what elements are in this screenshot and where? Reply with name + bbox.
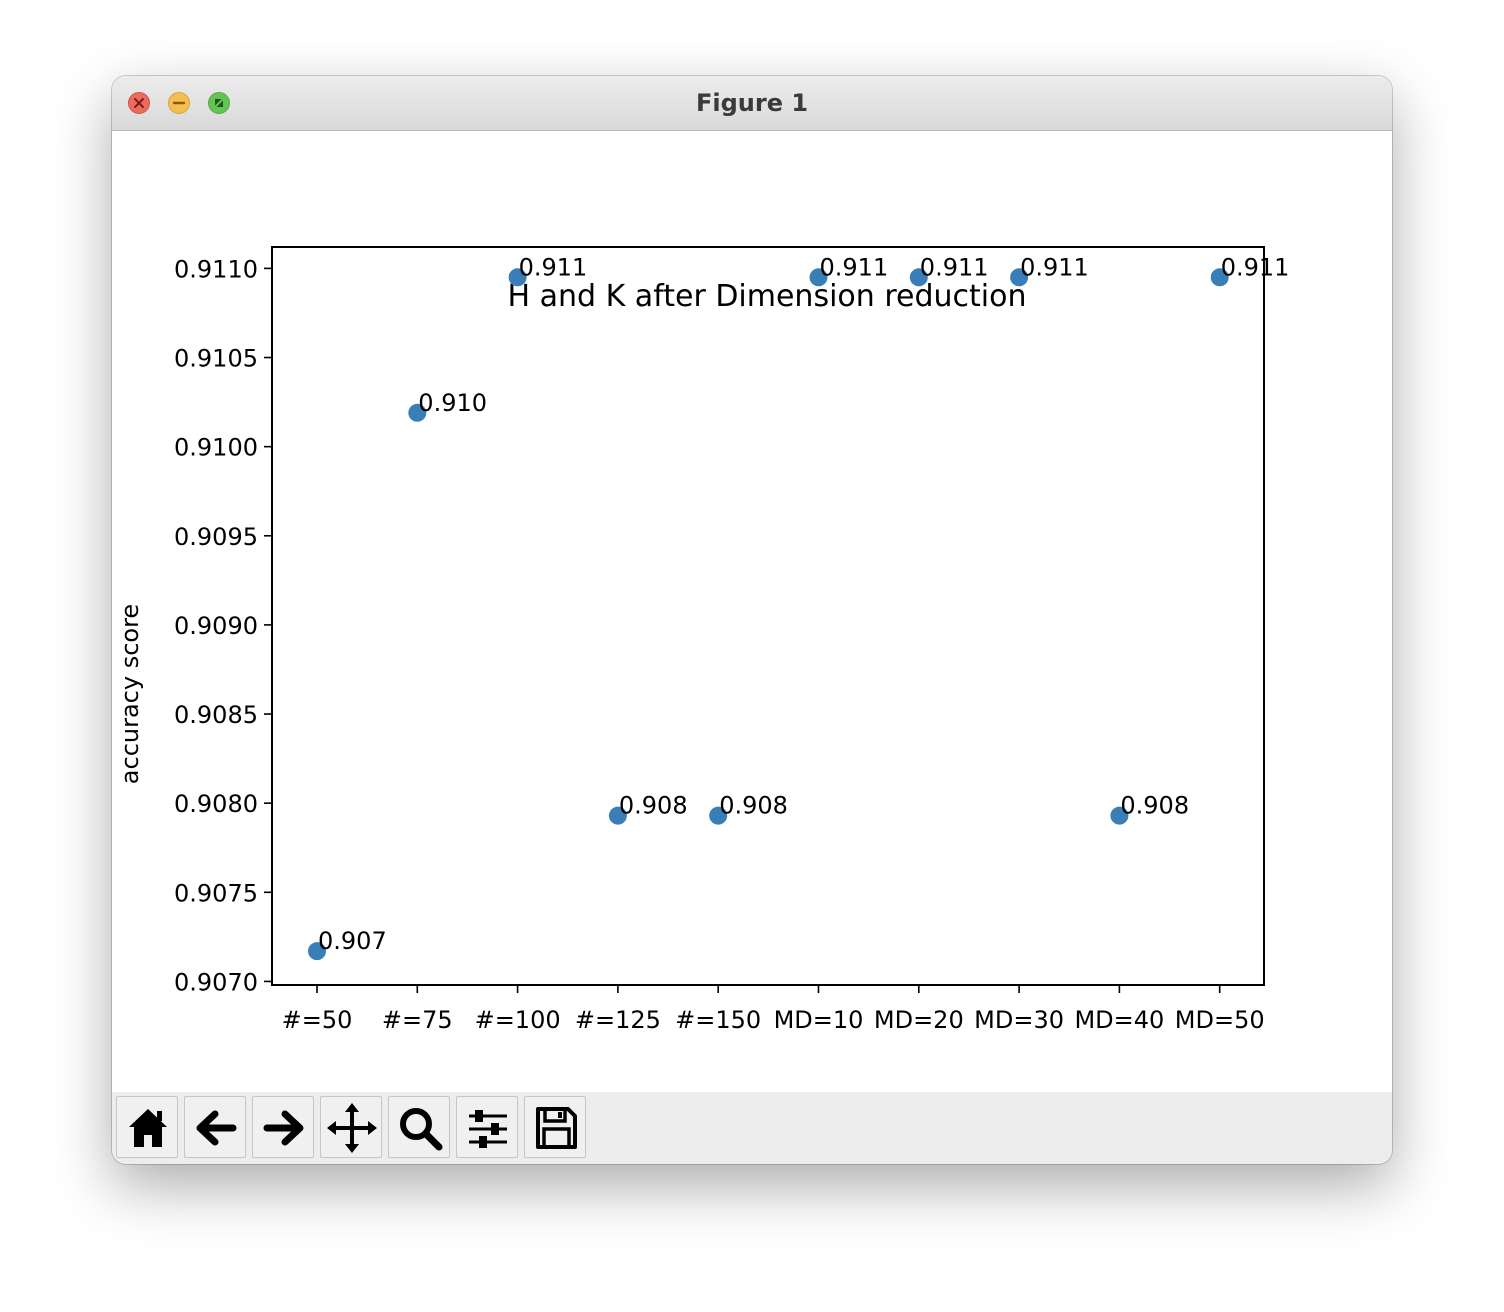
y-axis-label: accuracy score [116,604,144,784]
save-button[interactable] [524,1096,586,1158]
data-label: 0.911 [920,253,989,281]
configure-subplots-button[interactable] [456,1096,518,1158]
zoom-button[interactable] [388,1096,450,1158]
floppy-disk-icon [536,1107,577,1149]
x-tick-label: #=75 [382,1006,453,1034]
x-tick-label: #=50 [282,1006,353,1034]
x-tick-label: #=100 [475,1006,561,1034]
data-point [508,268,527,287]
sliders-icon [469,1110,507,1148]
x-tick-label: MD=30 [974,1006,1064,1034]
data-point [709,806,728,825]
y-tick-label: 0.9070 [174,968,258,996]
chart-title: H and K after Dimension reduction [508,279,1027,314]
x-tick-label: #=125 [575,1006,661,1034]
data-point [1210,268,1229,287]
window-title: Figure 1 [695,89,809,117]
data-point [308,942,326,961]
data-point [408,403,427,422]
y-tick-label: 0.9100 [174,434,258,462]
data-label: 0.908 [619,792,688,820]
fullscreen-icon [215,99,223,107]
data-label: 0.911 [1020,253,1089,281]
data-label: 0.908 [719,792,788,820]
back-button[interactable] [184,1096,246,1158]
forward-button[interactable] [252,1096,314,1158]
home-button[interactable] [116,1096,178,1158]
data-label: 0.908 [1120,792,1189,820]
x-axis: #=50 #=75 #=100 #=125 #=150 MD=10 MD=20 MD=30 MD… [282,985,1265,1034]
y-tick-label: 0.9080 [174,790,258,818]
x-tick-label: MD=10 [774,1006,864,1034]
arrow-left-icon [196,1110,237,1146]
data-point [809,268,828,287]
data-label: 0.911 [1221,253,1290,281]
x-tick-label: #=150 [675,1006,761,1034]
data-point [1110,806,1129,825]
data-label: 0.911 [820,253,889,281]
data-labels: 0.907 0.910 0.911 0.908 0.908 0.911 0.911 0.911… [318,253,1289,955]
y-tick-label: 0.9090 [174,612,258,640]
navigation-toolbar [112,1092,1392,1164]
plot-frame [271,246,1265,986]
x-tick-label: MD=40 [1074,1006,1164,1034]
close-icon [134,98,144,108]
x-tick-label: MD=50 [1175,1006,1265,1034]
data-point [1010,268,1029,287]
title-bar: Figure 1 [112,76,1392,131]
zoom-window-button[interactable] [208,92,230,114]
home-icon [129,1109,167,1147]
y-axis: 0.9070 0.9075 0.9080 0.9085 0.9090 0.9095 0.91… [174,255,272,996]
move-icon [327,1103,377,1153]
data-label: 0.911 [519,253,588,281]
y-tick-label: 0.9110 [174,255,258,283]
data-label: 0.910 [418,389,487,417]
scatter-chart: H and K after Dimension reduction accura… [116,246,1289,1034]
x-tick-label: MD=20 [874,1006,964,1034]
y-tick-label: 0.9105 [174,345,258,373]
minimize-icon [172,101,186,105]
magnifier-icon [400,1108,443,1151]
data-label: 0.907 [318,927,387,955]
arrow-right-icon [263,1110,304,1146]
data-point [608,806,627,825]
close-window-button[interactable] [128,92,150,114]
data-point [909,268,928,287]
y-tick-label: 0.9075 [174,879,258,907]
figure-window: Figure 1 H and K after Dimension reducti… [112,76,1392,1164]
data-points [308,268,1229,961]
pan-button[interactable] [320,1096,382,1158]
y-tick-label: 0.9085 [174,701,258,729]
minimize-window-button[interactable] [168,92,190,114]
y-tick-label: 0.9095 [174,523,258,551]
